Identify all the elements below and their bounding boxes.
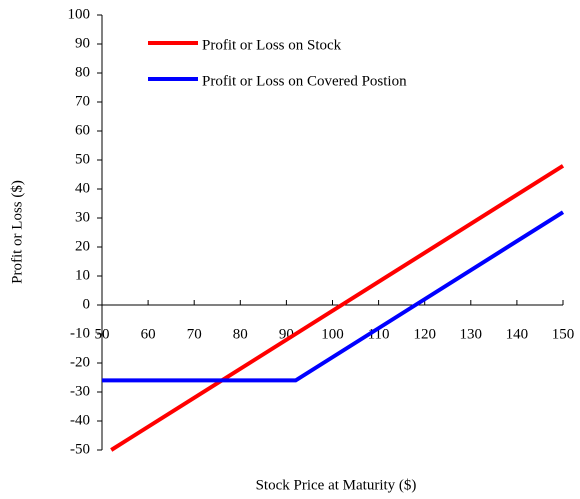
x-axis-label: Stock Price at Maturity ($) [256,477,417,493]
y-tick-label: 20 [75,238,90,254]
y-tick-label: -30 [70,383,90,399]
series-line [102,210,565,383]
y-tick-label: 60 [75,122,90,138]
y-tick-label: 40 [75,180,90,196]
y-tick-label: 90 [75,35,90,51]
y-tick-label: 0 [83,296,91,312]
legend-label: Profit or Loss on Covered Postion [202,73,407,89]
series-line [110,164,565,452]
legend-label: Profit or Loss on Stock [202,37,342,53]
x-tick-label: 120 [413,326,436,342]
x-tick-label: 130 [460,326,483,342]
y-tick-label: 50 [75,151,90,167]
x-tick-label: 80 [233,326,248,342]
x-tick-label: 50 [95,326,110,342]
x-tick-label: 100 [321,326,344,342]
y-tick-label: 80 [75,64,90,80]
x-tick-label: 60 [141,326,156,342]
x-tick-label: 70 [187,326,202,342]
y-tick-label: 10 [75,267,90,283]
x-tick-label: 140 [506,326,529,342]
x-tick-label: 150 [552,326,575,342]
y-tick-label: -40 [70,412,90,428]
y-axis-label: Profit or Loss ($) [9,180,25,284]
y-tick-label: 30 [75,209,90,225]
y-tick-label: 100 [68,6,91,22]
y-tick-label: -10 [70,325,90,341]
y-tick-label: 70 [75,93,90,109]
y-tick-label: -50 [70,441,90,457]
y-tick-label: -20 [70,354,90,370]
